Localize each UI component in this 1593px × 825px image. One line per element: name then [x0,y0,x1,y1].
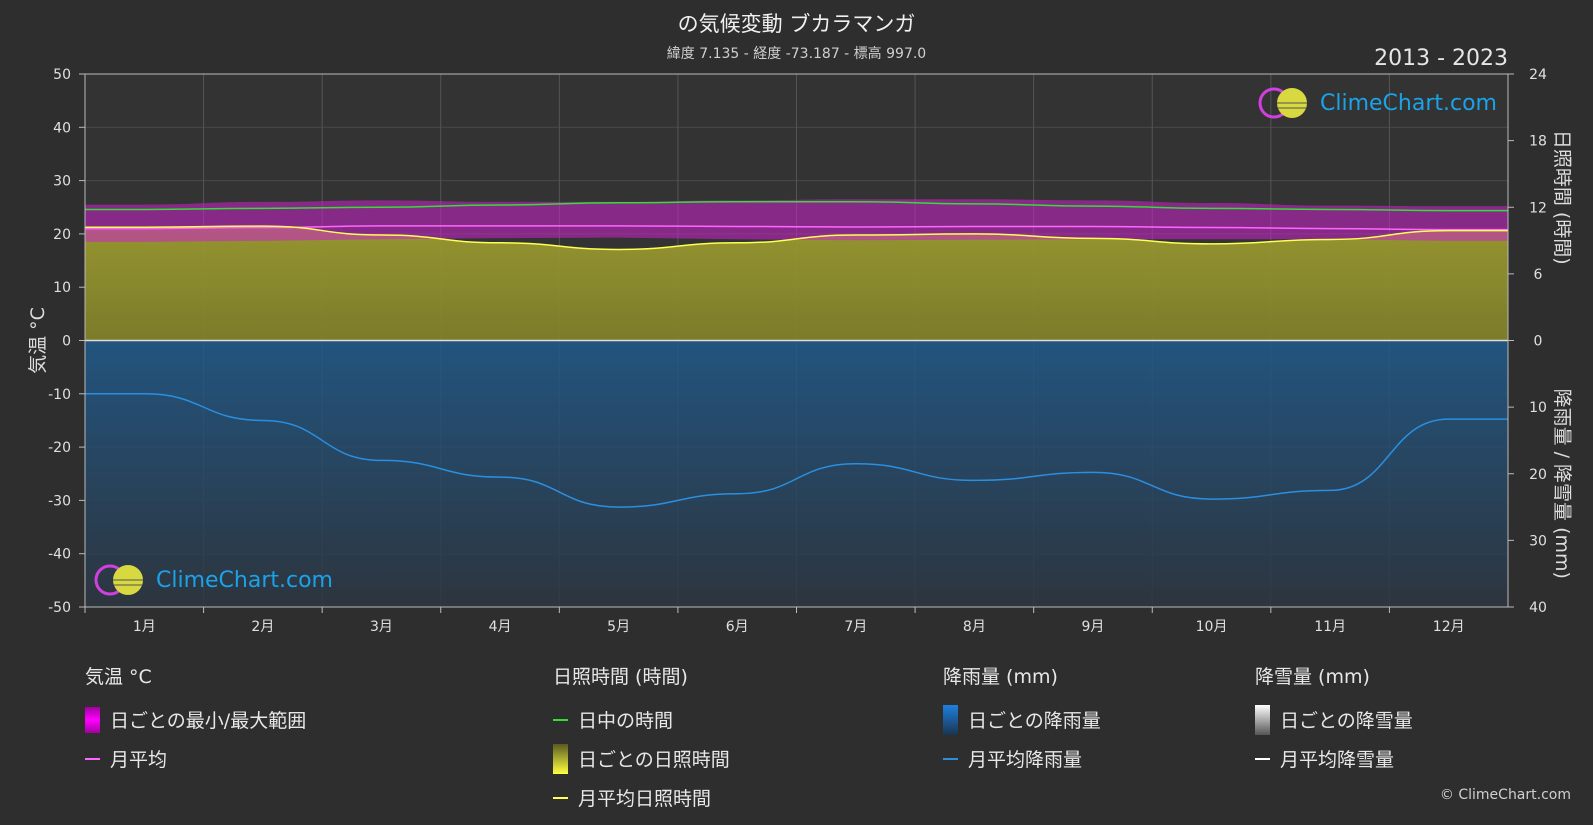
right-tick-label: 40 [1529,600,1547,616]
month-label: 9月 [1081,619,1104,635]
left-tick-label: -30 [48,493,71,509]
legend-label: 月平均降雨量 [968,749,1083,771]
right-tick-label: 10 [1529,400,1547,416]
legend-snow: 降雪量 (mm) 日ごとの降雪量 月平均降雪量 [1255,662,1413,778]
legend-item-daily-snow: 日ごとの降雪量 [1255,700,1413,739]
legend-item-daily-rain: 日ごとの降雨量 [943,700,1101,739]
series-layer [84,199,1508,607]
legend-item-daily-sunshine: 日ごとの日照時間 [553,739,730,778]
watermark-bottom: ClimeChart.com [94,563,333,597]
climechart-logo-icon [1258,87,1307,119]
line-swatch-icon [943,757,958,760]
left-tick-label: 40 [53,120,71,136]
left-tick-label: 30 [53,174,71,190]
legend-label: 日ごとの最小/最大範囲 [110,710,307,732]
left-axis-title: 気温 °C [27,307,49,374]
legend-rain: 降雨量 (mm) 日ごとの降雨量 月平均降雨量 [943,662,1101,778]
month-label: 1月 [133,619,156,635]
legend-header: 降雨量 (mm) [943,666,1058,688]
legend-item-daylight: 日中の時間 [553,700,730,739]
rain-swatch-icon [943,704,958,735]
sun-swatch-icon [553,743,568,774]
watermark-top: ClimeChart.com [1258,86,1497,120]
left-tick-label: -50 [48,600,71,616]
right-tick-label: 18 [1529,134,1547,150]
legend-label: 日中の時間 [578,710,674,732]
left-tick-label: 10 [53,280,71,296]
legend-header: 日照時間 (時間) [553,666,688,688]
legend-item-avg-snow: 月平均降雪量 [1255,739,1413,778]
right-tick-label: 12 [1529,200,1547,216]
legend-label: 日ごとの日照時間 [578,749,730,771]
legend-item-avg-sunshine: 月平均日照時間 [553,778,730,817]
daily-sunshine-area [85,226,1508,341]
legend-temperature: 気温 °C 日ごとの最小/最大範囲 月平均 [85,662,306,778]
month-label: 4月 [489,619,512,635]
line-swatch-icon [85,757,100,760]
temp-range-band [85,199,1508,242]
left-tick-label: 20 [53,227,71,243]
right-bottom-axis-title: 降雨量 / 降雪量 (mm) [1551,389,1573,579]
legend-item-temp-range: 日ごとの最小/最大範囲 [85,700,306,739]
legend-label: 月平均 [110,749,168,771]
legend-header: 降雪量 (mm) [1255,666,1370,688]
legend-label: 日ごとの降雪量 [1280,710,1413,732]
legend-item-avg-rain: 月平均降雨量 [943,739,1101,778]
copyright: © ClimeChart.com [1439,787,1571,803]
month-label: 7月 [844,619,867,635]
legend-label: 月平均降雪量 [1280,749,1395,771]
chart-subtitle: 緯度 7.135 - 経度 -73.187 - 標高 997.0 [666,46,927,62]
legend-sunshine: 日照時間 (時間) 日中の時間 日ごとの日照時間 月平均日照時間 [553,662,730,817]
daily-rain-area [85,340,1508,607]
month-label: 8月 [963,619,986,635]
left-tick-label: -40 [48,547,71,563]
month-label: 12月 [1433,619,1465,635]
watermark-text: ClimeChart.com [1320,90,1497,116]
legend-label: 月平均日照時間 [578,788,712,810]
right-top-axis-title: 日照時間 (時間) [1551,130,1573,265]
axes: 50 40 30 20 10 0 -10 -20 -30 -40 -50 24 18 12 6 0 10 20 30… [27,67,1573,635]
right-tick-label: 20 [1529,467,1547,483]
rain-avg-line [85,393,1508,508]
month-label: 5月 [607,619,630,635]
month-label: 2月 [251,619,274,635]
climechart-logo-icon [94,564,143,596]
line-swatch-icon [1255,757,1270,760]
right-tick-label: 6 [1534,267,1543,283]
month-label: 6月 [726,619,749,635]
snow-swatch-icon [1255,704,1270,735]
line-swatch-icon [553,718,568,721]
left-tick-label: -20 [48,440,71,456]
right-tick-label: 30 [1529,533,1547,549]
temp-avg-line [85,225,1508,231]
legend-label: 日ごとの降雨量 [968,710,1101,732]
legend-header: 気温 °C [85,666,152,688]
chart-title: の気候変動 ブカラマンガ [677,12,916,36]
month-label: 11月 [1314,619,1346,635]
year-range: 2013 - 2023 [1374,46,1508,71]
right-tick-label: 24 [1529,67,1547,83]
left-tick-label: 50 [53,67,71,83]
watermark-text: ClimeChart.com [156,567,333,593]
left-tick-label: -10 [48,387,71,403]
range-swatch-icon [85,706,100,733]
month-label: 3月 [370,619,393,635]
month-label: 10月 [1196,619,1228,635]
sunshine-avg-line [85,225,1508,251]
legend-item-temp-avg: 月平均 [85,739,306,778]
line-swatch-icon [553,796,568,799]
right-tick-label: 0 [1534,334,1543,350]
left-tick-label: 0 [62,334,71,350]
daylight-line [84,200,1508,212]
